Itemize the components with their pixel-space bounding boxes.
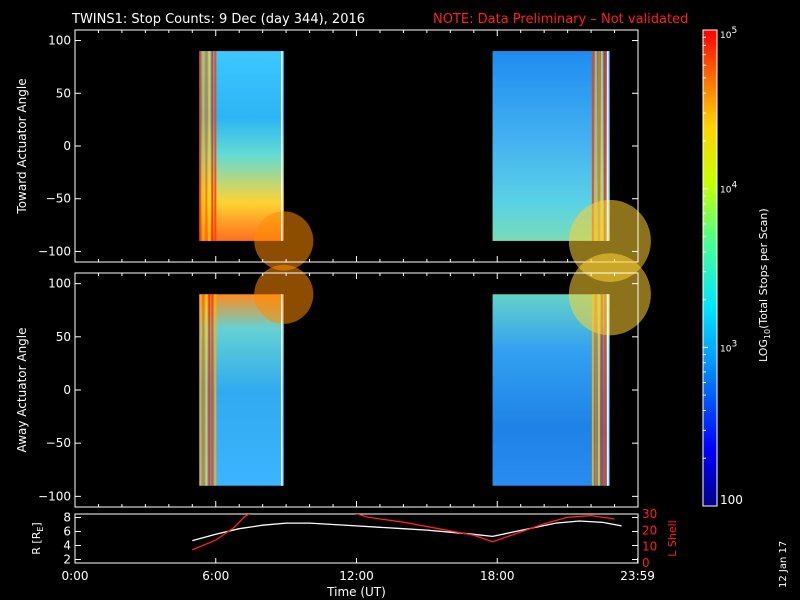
heatmap-stripe [214,294,217,486]
colorbar-tick-label: 103 [720,339,737,354]
preliminary-note: NOTE: Data Preliminary – Not validated [433,12,688,27]
heatmap-stripe [597,51,600,241]
heatmap-stripe [594,294,597,486]
chart-title: TWINS1: Stop Counts: 9 Dec (day 344), 20… [71,12,365,27]
heatmap-hotspot [254,264,314,324]
colorbar-tick-label: 104 [720,181,737,196]
heatmap-hotspot [568,253,651,336]
colorbar-label: LOG10(Total Stops per Scan) [757,208,772,362]
heatmap-stripe [600,294,603,486]
heatmap-stripe [603,294,606,486]
y-tick-label: 8 [63,511,71,525]
x-tick-label: 12:00 [339,569,374,583]
x-tick-label: 0:00 [62,569,89,583]
y-axis-label: Away Actuator Angle [15,327,29,452]
radial-distance-line [192,520,622,542]
y-tick-label: 50 [56,330,71,344]
heatmap-cell [199,294,284,486]
y-axis-label: R [RE] [30,522,45,554]
heatmap-block [199,51,314,271]
y-tick-label: −50 [46,436,71,450]
y-axis-label: Toward Actuator Angle [15,78,29,214]
heatmap-cell [199,51,284,241]
heatmap-stripe [211,51,214,241]
heatmap-stripe [591,294,594,486]
heatmap-stripe [603,51,606,241]
y-tick-label: 0 [63,383,71,397]
y-tick-label: 2 [63,553,71,567]
y-tick-label: −100 [38,489,71,503]
y-tick-label: −50 [46,192,71,206]
colorbar-tick-label: 105 [720,26,737,41]
heatmap-stripe [208,294,211,486]
y-tick-label: 0 [63,139,71,153]
l-shell-line [354,514,615,543]
y-tick-label: 4 [63,539,71,553]
heatmap-hotspot [254,211,314,271]
y-right-tick-label: 0 [642,556,650,570]
y-tick-label: 50 [56,86,71,100]
x-tick-label: 6:00 [202,569,229,583]
heatmap-stripe [600,51,603,241]
panel-1: 100 50 0 −50 −100 Toward Actuator Angle [15,29,651,282]
heatmap-stripe [597,294,600,486]
heatmap-stripe [202,51,205,241]
heatmap-stripe [214,51,217,241]
y-right-tick-label: 10 [642,540,657,554]
colorbar: 105 104 103 100 LOG10(Total Stops per Scan) [702,26,772,507]
l-shell-line [192,514,250,551]
heatmap-block [199,264,314,486]
heatmap-stripe [211,294,214,486]
x-axis-label: Time (UT) [326,585,386,599]
heatmap-stripe [594,51,597,241]
heatmap-stripe [202,294,205,486]
heatmap-stripe [591,51,594,241]
y-right-tick-label: 20 [642,523,657,537]
date-stamp: 12 Jan 17 [778,541,789,588]
heatmap-stripe [208,51,211,241]
heatmap-stripe [199,51,202,241]
y-tick-label: −100 [38,244,71,258]
heatmap-stripe [205,294,208,486]
panel-2: 100 50 0 −50 −100 Away Actuator Angle [15,253,651,508]
y-tick-label: 6 [63,525,71,539]
x-tick-label: 23:59 [620,569,655,583]
y-right-axis-label: L Shell [666,520,679,556]
heatmap-stripe [205,51,208,241]
y-tick-label: 100 [48,34,71,48]
x-tick-label: 18:00 [480,569,515,583]
heatmap-block [492,51,651,282]
y-right-tick-label: 30 [642,507,657,521]
colorbar-tick-label: 100 [720,493,743,507]
heatmap-block [492,253,651,486]
heatmap-stripe [199,294,202,486]
colorbar-gradient [702,29,718,507]
y-tick-label: 100 [48,277,71,291]
